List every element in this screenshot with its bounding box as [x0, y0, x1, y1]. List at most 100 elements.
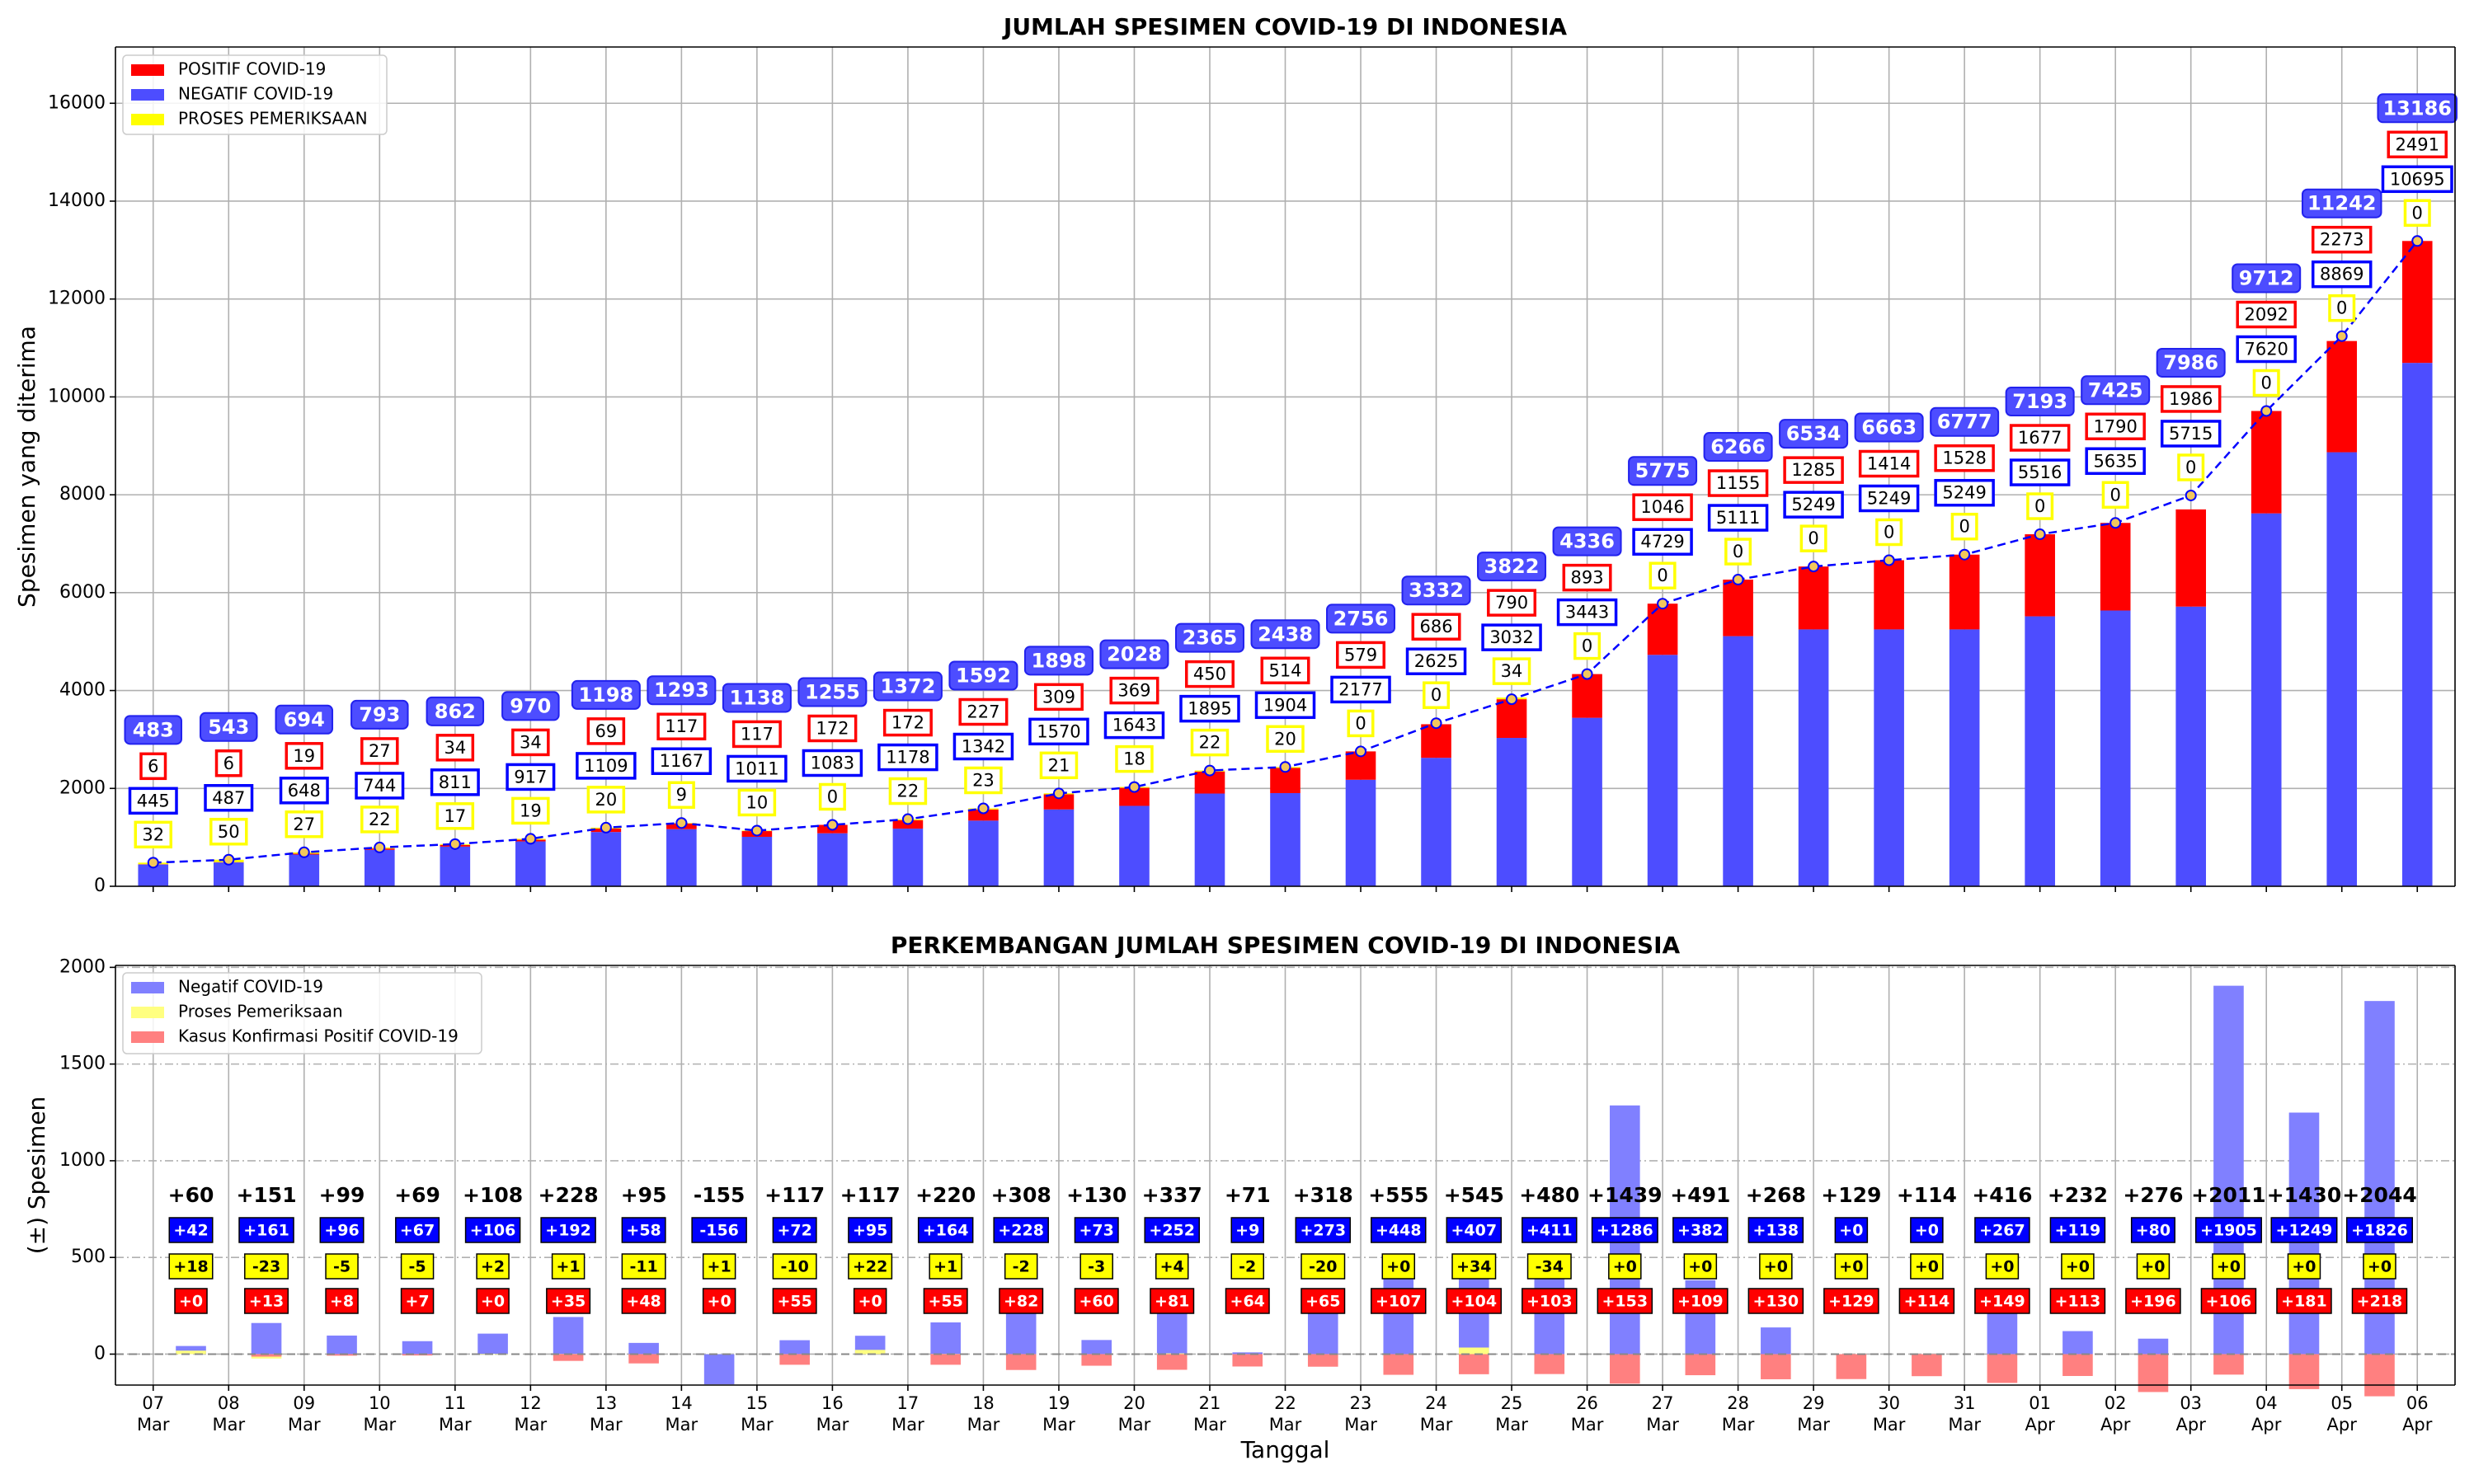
total-label-box [2005, 387, 2075, 417]
change-label-box [691, 1217, 747, 1243]
total-label-box [647, 675, 717, 706]
bar-segment [365, 849, 395, 886]
total-label: 2756 [1333, 607, 1389, 630]
total-label-box [1477, 552, 1547, 582]
change-label-box [929, 1253, 962, 1280]
value-label: 2273 [2320, 230, 2363, 250]
value-label-box [2328, 294, 2356, 322]
value-label-box [1336, 641, 1386, 669]
bar [2138, 1338, 2169, 1355]
total-label: 2438 [1258, 622, 1313, 646]
total-point [1430, 717, 1442, 730]
change-label-box [476, 1288, 510, 1314]
legend-swatch [131, 114, 164, 125]
bar [553, 1354, 584, 1361]
value-label-box [1950, 512, 1978, 541]
total-point [298, 846, 310, 858]
bar [1232, 1352, 1263, 1355]
change-label: +42 [173, 1222, 208, 1240]
value-label-box [128, 787, 178, 815]
change-label: +181 [2281, 1293, 2327, 1311]
value-label-box [2026, 492, 2054, 520]
bar [1836, 1354, 1867, 1379]
total-change-label: +337 [1142, 1183, 1202, 1207]
value-label: 1285 [1791, 460, 1835, 480]
change-label-box [2049, 1288, 2106, 1314]
bar-segment [968, 809, 999, 821]
bar [779, 1354, 810, 1365]
bar [930, 1322, 961, 1355]
change-label-box [551, 1253, 586, 1280]
value-label: 117 [741, 724, 774, 744]
change-label: +2 [481, 1258, 505, 1276]
total-change-label: +228 [539, 1183, 599, 1207]
total-label: 11242 [2307, 192, 2377, 215]
value-label: 1986 [2169, 389, 2213, 409]
total-label: 13186 [2382, 96, 2452, 120]
change-label: +0 [481, 1293, 505, 1311]
value-label-box [506, 763, 556, 791]
value-label-box [1934, 478, 1995, 507]
bar-segment [2175, 509, 2206, 607]
total-point [223, 853, 235, 866]
change-label-box [1823, 1288, 1879, 1314]
total-point [1203, 764, 1216, 777]
value-label-box [1330, 675, 1391, 704]
bar [1761, 1354, 1791, 1379]
change-label: +0 [708, 1293, 731, 1311]
change-label-box [917, 1217, 974, 1243]
change-label-box [702, 1253, 736, 1280]
change-label-box [1608, 1253, 1642, 1280]
change-label-box [1672, 1217, 1729, 1243]
value-label-box [1254, 691, 1316, 720]
legend-label: Kasus Konfirmasi Positif COVID-19 [178, 1026, 459, 1046]
value-label: 487 [212, 788, 245, 808]
x-tick-label: 06 Apr [2402, 1393, 2433, 1435]
bar [779, 1340, 810, 1355]
bar-segment [666, 829, 697, 886]
bar-segment [817, 833, 848, 886]
bar-segment [440, 846, 471, 886]
total-point [2185, 489, 2197, 501]
change-label: +1 [557, 1258, 581, 1276]
value-label: 20 [1274, 729, 1296, 749]
value-label-box [2236, 335, 2297, 364]
value-label-box [2311, 260, 2373, 289]
value-label-box [888, 777, 928, 805]
value-label-box [877, 743, 938, 772]
change-label: -156 [699, 1222, 739, 1240]
value-label: 5635 [2093, 451, 2137, 471]
change-label: -2 [1013, 1258, 1030, 1276]
total-label: 483 [133, 718, 174, 741]
value-label-box [1405, 647, 1467, 675]
total-point [1052, 787, 1065, 800]
bar-segment [2326, 340, 2358, 453]
value-label: 1011 [735, 758, 778, 778]
change-label: -23 [252, 1258, 280, 1276]
total-change-label: +1439 [1587, 1183, 1663, 1207]
value-label: 117 [665, 716, 698, 736]
change-label: +106 [2206, 1293, 2252, 1311]
value-label: 1677 [2018, 428, 2062, 448]
change-label: +0 [1915, 1222, 1939, 1240]
value-label: 4729 [1640, 532, 1684, 552]
total-label: 5775 [1635, 459, 1691, 482]
bar-segment [2100, 610, 2131, 886]
value-label-box [667, 781, 695, 809]
bar-segment [1572, 717, 1602, 886]
change-label: +114 [1904, 1293, 1950, 1311]
value-label-box [1184, 660, 1235, 688]
value-label: 0 [2034, 496, 2045, 516]
change-label-box [1371, 1217, 1427, 1243]
value-label-box [204, 784, 254, 812]
total-point [1808, 561, 1820, 573]
value-label: 1904 [1263, 695, 1307, 715]
change-label-box [1683, 1253, 1718, 1280]
bar [176, 1345, 206, 1355]
total-label: 543 [208, 716, 249, 739]
x-tick-label: 11 Mar [439, 1393, 472, 1435]
bar [930, 1354, 961, 1365]
value-label-box [576, 752, 637, 780]
total-change-label: +117 [764, 1183, 825, 1207]
bar-segment [2025, 616, 2055, 886]
